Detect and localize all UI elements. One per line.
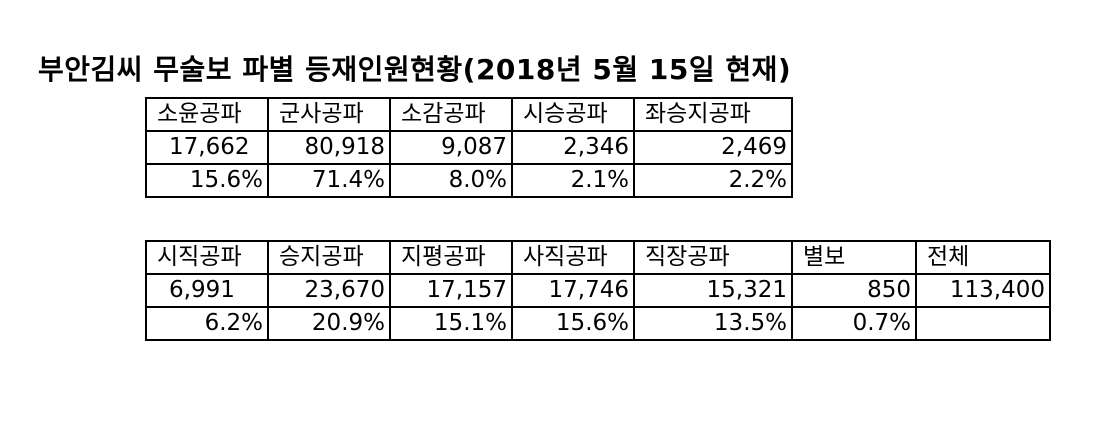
percent-cell: 15.6%	[511, 306, 635, 341]
percent-row: 6.2% 20.9% 15.1% 15.6% 13.5% 0.7%	[145, 306, 1051, 341]
header-cell: 소윤공파	[145, 97, 269, 132]
header-cell: 별보	[791, 240, 917, 275]
branch-table-2: 시직공파 승지공파 지평공파 사직공파 직장공파 별보 전체 6,991 23,…	[145, 240, 1051, 341]
count-cell: 850	[791, 273, 917, 308]
count-row: 6,991 23,670 17,157 17,746 15,321 850 11…	[145, 273, 1051, 308]
count-cell: 2,469	[633, 130, 793, 165]
count-cell: 15,321	[633, 273, 793, 308]
count-cell: 6,991	[145, 273, 269, 308]
count-cell: 2,346	[511, 130, 635, 165]
count-cell: 9,087	[389, 130, 513, 165]
count-cell: 23,670	[267, 273, 391, 308]
header-cell: 전체	[915, 240, 1051, 275]
header-cell: 시직공파	[145, 240, 269, 275]
percent-cell: 15.6%	[145, 163, 269, 198]
header-cell: 군사공파	[267, 97, 391, 132]
count-cell: 17,662	[145, 130, 269, 165]
percent-cell: 0.7%	[791, 306, 917, 341]
header-cell: 승지공파	[267, 240, 391, 275]
header-cell: 소감공파	[389, 97, 513, 132]
percent-cell: 2.2%	[633, 163, 793, 198]
count-cell: 17,157	[389, 273, 513, 308]
percent-cell: 8.0%	[389, 163, 513, 198]
percent-cell: 2.1%	[511, 163, 635, 198]
header-row: 시직공파 승지공파 지평공파 사직공파 직장공파 별보 전체	[145, 240, 1051, 275]
count-cell: 113,400	[915, 273, 1051, 308]
header-row: 소윤공파 군사공파 소감공파 시승공파 좌승지공파	[145, 97, 793, 132]
header-cell: 직장공파	[633, 240, 793, 275]
percent-row: 15.6% 71.4% 8.0% 2.1% 2.2%	[145, 163, 793, 198]
percent-cell: 13.5%	[633, 306, 793, 341]
header-cell: 시승공파	[511, 97, 635, 132]
percent-cell: 20.9%	[267, 306, 391, 341]
header-cell: 지평공파	[389, 240, 513, 275]
header-cell: 좌승지공파	[633, 97, 793, 132]
count-cell: 80,918	[267, 130, 391, 165]
percent-cell	[915, 306, 1051, 341]
branch-table-1: 소윤공파 군사공파 소감공파 시승공파 좌승지공파 17,662 80,918 …	[145, 97, 793, 198]
header-cell: 사직공파	[511, 240, 635, 275]
percent-cell: 6.2%	[145, 306, 269, 341]
count-cell: 17,746	[511, 273, 635, 308]
percent-cell: 71.4%	[267, 163, 391, 198]
count-row: 17,662 80,918 9,087 2,346 2,469	[145, 130, 793, 165]
page-title: 부안김씨 무술보 파별 등재인원현황(2018년 5월 15일 현재)	[38, 53, 792, 86]
percent-cell: 15.1%	[389, 306, 513, 341]
